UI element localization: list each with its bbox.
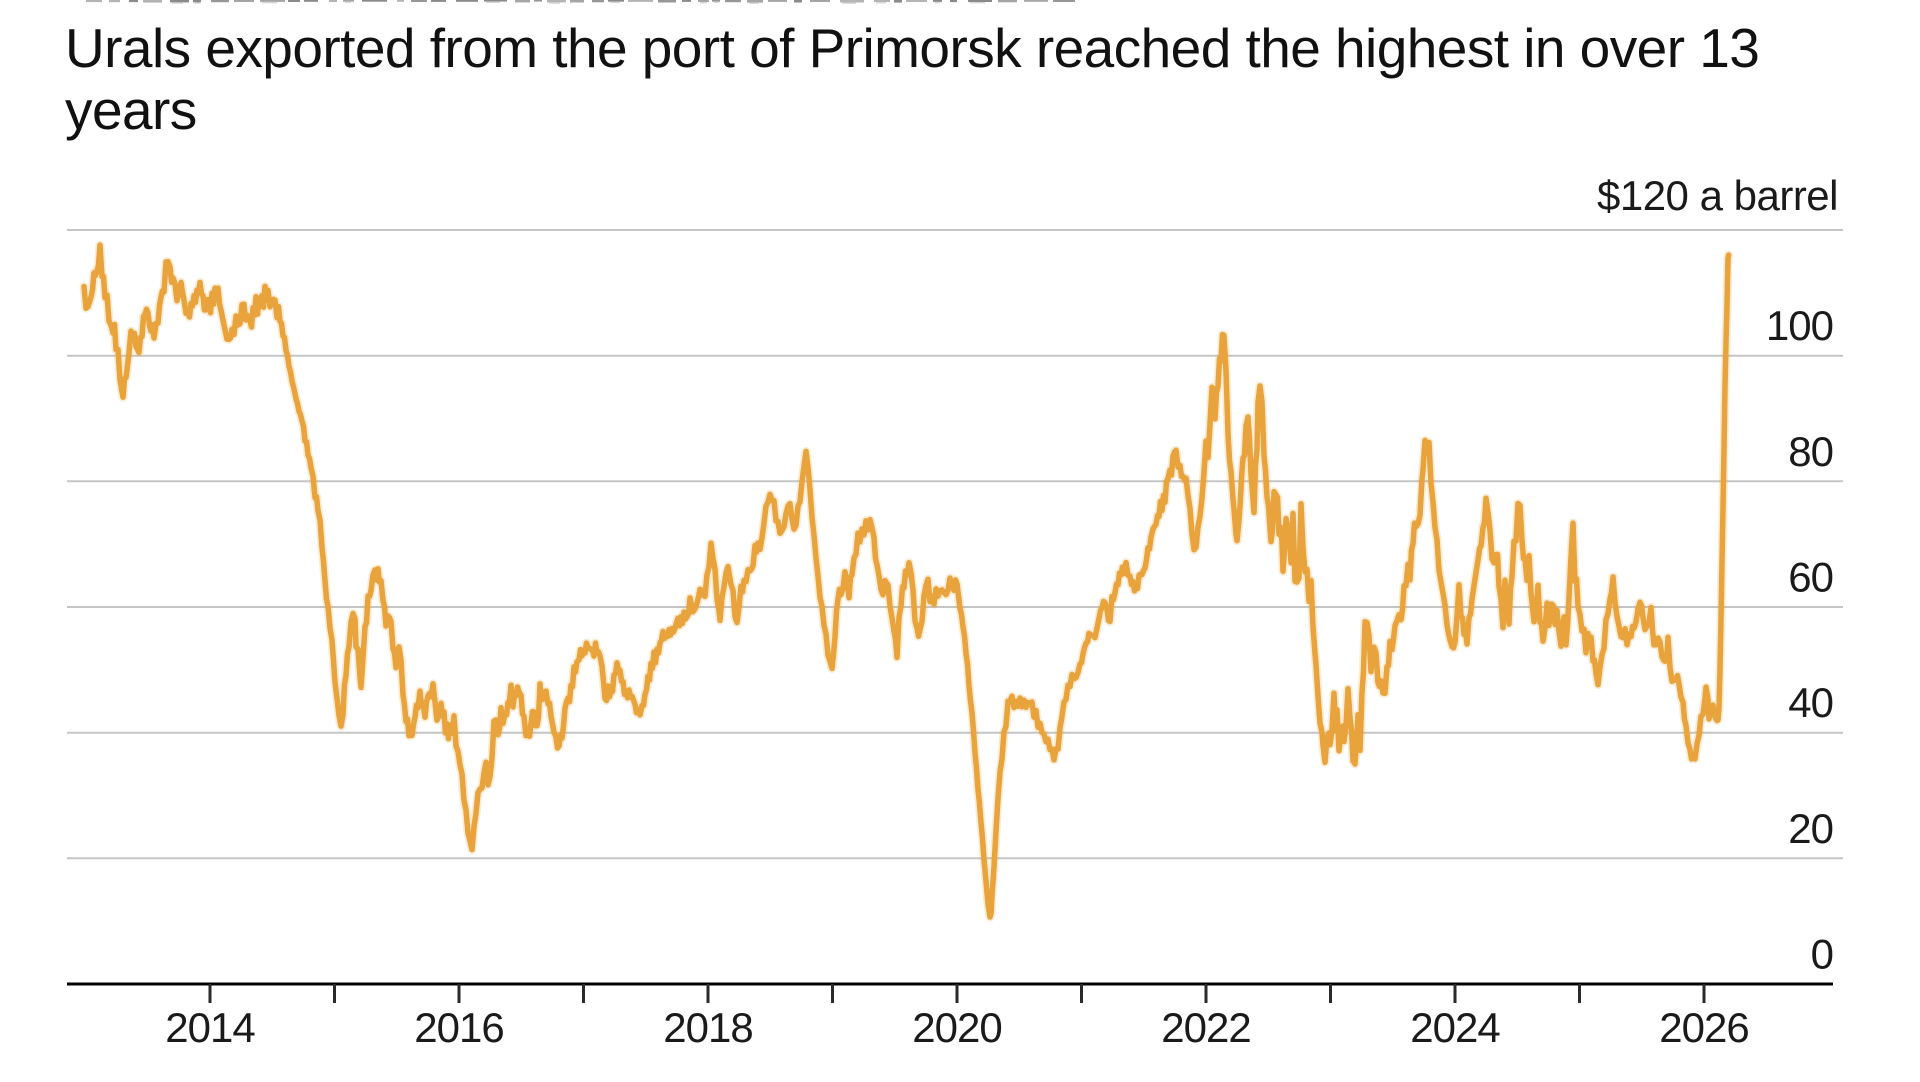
svg-text:2022: 2022 (1161, 1004, 1250, 1051)
svg-text:$120 a barrel: $120 a barrel (1597, 172, 1838, 219)
svg-text:0: 0 (1811, 931, 1833, 978)
svg-text:Urals exported from the port o: Urals exported from the port of Primorsk… (65, 17, 1759, 79)
svg-text:40: 40 (1788, 679, 1833, 726)
svg-text:2014: 2014 (165, 1004, 255, 1051)
svg-text:100: 100 (1766, 302, 1833, 349)
svg-text:2016: 2016 (414, 1004, 503, 1051)
svg-text:80: 80 (1788, 428, 1833, 475)
svg-text:2020: 2020 (912, 1004, 1001, 1051)
svg-text:2018: 2018 (663, 1004, 752, 1051)
svg-text:2024: 2024 (1410, 1004, 1500, 1051)
svg-text:60: 60 (1788, 554, 1833, 601)
svg-text:years: years (65, 79, 197, 141)
svg-text:20: 20 (1788, 805, 1833, 852)
svg-text:2026: 2026 (1659, 1004, 1748, 1051)
